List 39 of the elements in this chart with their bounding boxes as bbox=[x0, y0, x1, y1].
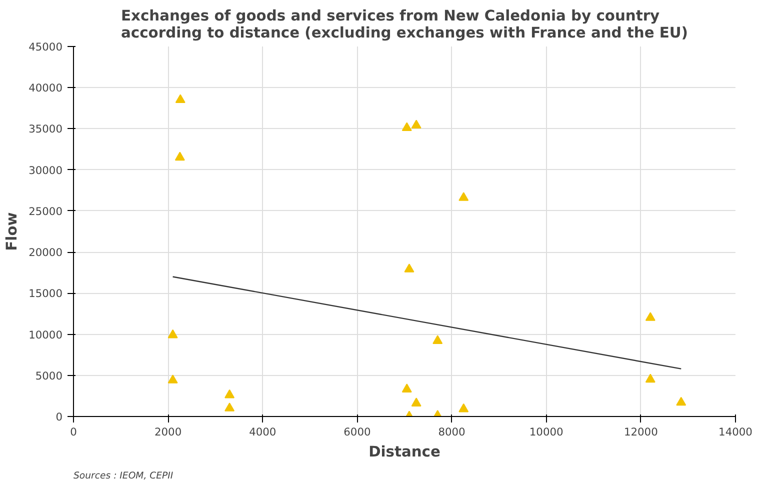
y-tick-label: 5000 bbox=[35, 369, 63, 382]
y-axis-title: Flow bbox=[4, 212, 21, 251]
point bbox=[224, 402, 235, 412]
y-tick-label: 20000 bbox=[28, 246, 63, 260]
chart-title: Exchanges of goods and services from New Caledonia by country according to distance (excluding exchanges with France and the EU) bbox=[121, 8, 688, 42]
x-tick-label: 14000 bbox=[718, 426, 753, 438]
point bbox=[411, 120, 422, 129]
point bbox=[432, 335, 443, 344]
x-tick-label: 2000 bbox=[154, 426, 182, 438]
y-tick-label: 35000 bbox=[28, 122, 63, 136]
point bbox=[645, 374, 656, 383]
source-note: Sources : IEOM, CEPII bbox=[74, 470, 174, 482]
x-tick-label: 12000 bbox=[624, 426, 658, 438]
point bbox=[402, 384, 412, 392]
y-tick-label: 40000 bbox=[28, 82, 63, 95]
y-tick-label: 30000 bbox=[28, 164, 63, 177]
x-tick-label: 0 bbox=[70, 426, 78, 438]
point bbox=[224, 389, 235, 398]
x-tick-label: 8000 bbox=[438, 426, 466, 438]
y-tick-label: 15000 bbox=[28, 287, 63, 300]
point bbox=[676, 396, 686, 406]
point bbox=[175, 94, 186, 104]
x-axis-title: Distance bbox=[368, 444, 440, 460]
x-tick-label: 10000 bbox=[529, 426, 564, 438]
point bbox=[404, 264, 414, 272]
point bbox=[174, 152, 185, 161]
point bbox=[168, 329, 178, 338]
y-tick-label: 25000 bbox=[28, 204, 63, 218]
point bbox=[168, 374, 178, 384]
point bbox=[645, 312, 656, 321]
x-tick-label: 4000 bbox=[249, 426, 276, 438]
y-tick-label: 10000 bbox=[28, 328, 63, 342]
y-tick-label: 0 bbox=[56, 410, 63, 424]
point bbox=[458, 192, 469, 201]
y-tick-label: 45000 bbox=[28, 40, 63, 54]
point bbox=[411, 398, 422, 406]
point bbox=[402, 122, 412, 131]
x-tick-label: 6000 bbox=[344, 426, 371, 438]
point bbox=[458, 403, 469, 412]
